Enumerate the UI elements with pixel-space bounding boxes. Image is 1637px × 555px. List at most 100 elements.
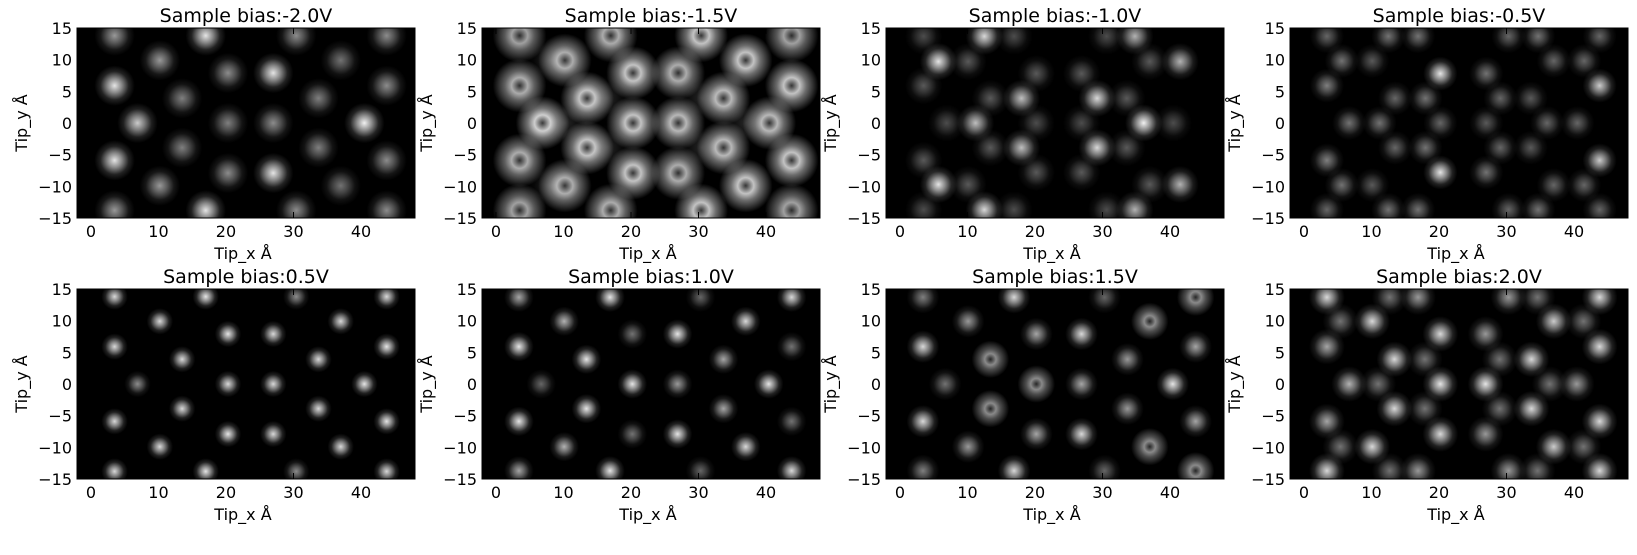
y-tick-label: 10 [457,312,477,331]
y-tick-label: −10 [847,438,881,457]
y-tick-label: −10 [1251,177,1285,196]
y-tick-label: 5 [467,343,477,362]
bright-spot [678,124,726,171]
x-tick-label: 0 [1299,483,1309,502]
ring-feature [1130,302,1169,341]
bright-spot [1354,428,1391,465]
bright-spot [1535,303,1572,340]
subplot-title: Sample bias:1.0V [568,266,734,288]
x-tick-label: 10 [148,222,168,241]
bright-spot [571,393,602,424]
bright-spot [320,165,361,206]
bright-spot [373,289,400,310]
bright-spot [351,370,378,398]
bright-spot [951,304,985,338]
subplot-5: Sample bias:0.5V 0 10 20 30 40 15 10 5 0 −5 −10 −15 T… [12,266,416,525]
bright-spot [776,456,807,479]
y-axis-label: Tip_y Å [821,94,841,152]
bright-spot [1156,367,1189,401]
y-tick-label: −5 [48,146,72,165]
bright-spot [526,37,574,84]
bright-spot [949,165,987,204]
axes-frame [481,288,821,480]
x-tick-label: 0 [895,483,905,502]
bright-spot [146,308,174,335]
bright-spot [139,40,181,81]
bright-spot [1309,68,1345,103]
bright-spot [298,78,339,119]
subplot-title: Sample bias:0.5V [163,266,329,288]
x-tick-label: 10 [957,222,977,241]
bright-spot [327,433,354,460]
bright-spot [161,127,203,168]
axes-frame [885,288,1225,480]
bright-spot [101,458,128,479]
x-axis-label: Tip_x Å [1426,244,1484,264]
x-axis-label: Tip_x Å [618,505,676,525]
bright-spot [1400,452,1436,479]
bright-spot [906,405,940,438]
bright-spot [906,454,940,479]
intensity-map [1309,289,1618,479]
bright-spot [1400,192,1436,218]
subplot-title: Sample bias:-1.0V [969,5,1142,27]
axes-frame [76,27,416,219]
bright-spot [185,28,226,56]
bright-spot [1423,105,1458,141]
bright-spot [101,333,128,360]
bright-spot [904,141,943,179]
x-tick-label: 20 [1025,222,1045,241]
y-axis-label: Tip_y Å [821,355,841,413]
x-tick-label: 40 [1160,483,1180,502]
bright-spot [168,395,196,422]
bright-spot [662,319,693,349]
bright-spot [1408,81,1443,116]
x-axis-label: Tip_x Å [1022,244,1080,264]
y-tick-label: 0 [467,114,477,133]
y-tick-label: 5 [1275,82,1285,101]
bright-spot [1331,366,1368,402]
bright-spot [584,75,631,122]
bright-spot [549,306,579,337]
y-tick-label: 15 [1265,280,1285,299]
ring-feature [1017,365,1056,403]
intensity-map [904,28,1199,218]
bright-spot [276,190,317,218]
x-tick-label: 40 [1160,222,1180,241]
bright-spot [956,104,995,142]
bright-spot [1581,403,1618,440]
bright-spot [730,431,761,462]
x-tick-label: 40 [756,483,776,502]
x-tick-label: 10 [148,483,168,502]
bright-spot [1309,403,1345,440]
bright-spot [1469,105,1504,141]
y-tick-label: −15 [443,470,477,489]
bright-spot [1131,165,1169,204]
bright-spot [1483,130,1518,165]
bright-spot [662,419,693,449]
bright-spot [214,320,242,348]
bright-spot [617,319,648,349]
bright-spot [366,28,407,56]
bright-spot [1567,43,1602,79]
bright-spot [260,370,287,398]
subplot-6: Sample bias:1.0V 0 10 20 30 40 15 10 5 0 −5 −10 −15 T… [417,266,821,525]
ring-feature [971,389,1010,428]
ring-feature [1176,289,1215,316]
bright-spot [1582,68,1617,103]
y-tick-label: −10 [847,177,881,196]
x-tick-label: 40 [1564,222,1584,241]
bright-spot [1491,192,1526,218]
x-tick-label: 0 [86,222,96,241]
bright-spot [1483,81,1518,116]
bright-spot [708,344,739,375]
x-tick-label: 10 [957,483,977,502]
bright-spot [722,99,770,147]
bright-spot [526,369,556,399]
y-tick-label: 0 [1275,114,1285,133]
x-tick-label: 10 [553,222,573,241]
bright-spot [995,191,1033,218]
intensity-map [906,289,1215,479]
x-tick-label: 20 [216,483,236,502]
y-tick-label: 10 [52,312,72,331]
